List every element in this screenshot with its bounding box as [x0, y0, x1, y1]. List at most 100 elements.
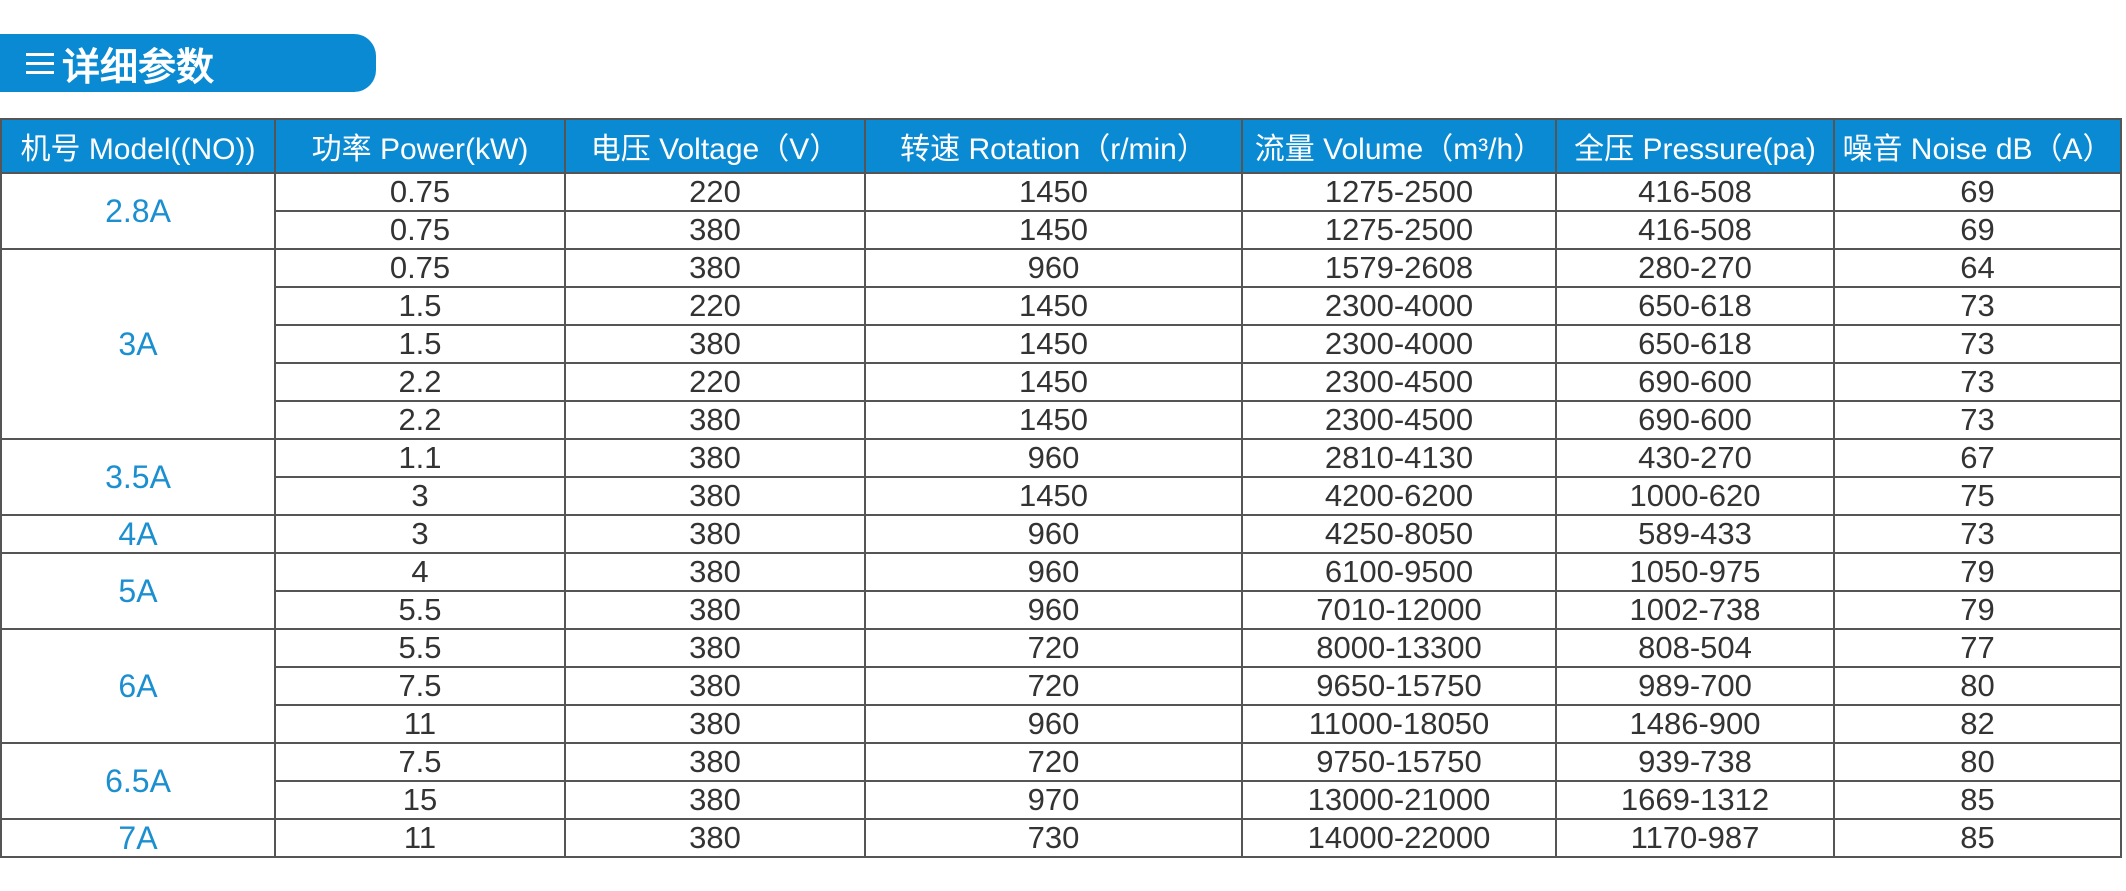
data-row: 6.5A 7.5 380 720 9750-15750 939-738 80: [0, 742, 2122, 820]
data-cell: 1275-2500: [1241, 210, 1557, 250]
data-cell: 960: [864, 552, 1243, 592]
data-cell: 2300-4500: [1241, 400, 1557, 440]
data-cell: 380: [564, 324, 866, 364]
data-cell: 220: [564, 286, 866, 326]
data-row: 11 380 960 11000-18050 1486-900 82: [1, 704, 2122, 744]
data-cell: 380: [564, 666, 866, 706]
data-cell: 1450: [864, 476, 1243, 516]
model-cell: 5A: [0, 552, 276, 630]
data-cell: 650-618: [1555, 286, 1835, 326]
data-cell: 960: [864, 438, 1243, 478]
data-cell: 4: [274, 552, 566, 592]
data-cell: 280-270: [1555, 248, 1835, 288]
data-cell: 380: [564, 400, 866, 440]
data-cell: 11000-18050: [1241, 704, 1557, 744]
data-row: 6A 5.5 380 720 8000-13300 808-504 77: [0, 628, 2122, 744]
data-cell: 0.75: [274, 248, 566, 288]
data-row: 3.5A 1.1 380 960 2810-4130 430-270 67: [0, 438, 2122, 516]
data-cell: 2810-4130: [1241, 438, 1557, 478]
data-cell: 15: [274, 780, 566, 820]
data-cell: 589-433: [1555, 514, 1835, 554]
data-cell: 380: [564, 818, 866, 858]
data-cell: 4200-6200: [1241, 476, 1557, 516]
data-cell: 720: [864, 666, 1243, 706]
menu-icon: [26, 53, 54, 74]
data-cell: 220: [564, 362, 866, 402]
data-cell: 69: [1833, 172, 2122, 212]
data-cell: 416-508: [1555, 210, 1835, 250]
data-cell: 73: [1833, 514, 2122, 554]
data-row: 7A 11 380 730 14000-22000 1170-987 85: [0, 818, 2122, 858]
data-cell: 2300-4000: [1241, 324, 1557, 364]
data-cell: 9750-15750: [1241, 742, 1557, 782]
data-cell: 13000-21000: [1241, 780, 1557, 820]
data-row: 5A 4 380 960 6100-9500 1050-975 79: [0, 552, 2122, 630]
column-header: 全压 Pressure(pa): [1555, 118, 1835, 174]
data-row: 3A 0.75 380 960 1579-2608 280-270 64: [0, 248, 2122, 440]
data-cell: 960: [864, 704, 1243, 744]
data-row: 5.5 380 960 7010-12000 1002-738 79: [1, 590, 2122, 630]
data-cell: 79: [1833, 590, 2122, 630]
data-row: 1.5 220 1450 2300-4000 650-618 73: [1, 286, 2122, 326]
data-cell: 380: [564, 590, 866, 630]
data-cell: 69: [1833, 210, 2122, 250]
data-cell: 416-508: [1555, 172, 1835, 212]
data-cell: 5.5: [274, 628, 566, 668]
data-cell: 989-700: [1555, 666, 1835, 706]
model-cell: 4A: [0, 514, 276, 554]
data-cell: 1002-738: [1555, 590, 1835, 630]
data-row: 0.75 380 1450 1275-2500 416-508 69: [1, 210, 2122, 250]
data-row: 15 380 970 13000-21000 1669-1312 85: [1, 780, 2122, 820]
data-cell: 690-600: [1555, 400, 1835, 440]
data-cell: 690-600: [1555, 362, 1835, 402]
data-cell: 14000-22000: [1241, 818, 1557, 858]
data-cell: 380: [564, 476, 866, 516]
data-cell: 1486-900: [1555, 704, 1835, 744]
data-cell: 720: [864, 628, 1243, 668]
data-cell: 1450: [864, 210, 1243, 250]
data-cell: 220: [564, 172, 866, 212]
section-tab: 详细参数: [0, 34, 376, 92]
data-cell: 1579-2608: [1241, 248, 1557, 288]
data-cell: 430-270: [1555, 438, 1835, 478]
header-row: 机号 Model((NO)) 功率 Power(kW) 电压 Voltage（V）转…: [0, 118, 2122, 174]
data-cell: 1050-975: [1555, 552, 1835, 592]
data-cell: 1450: [864, 362, 1243, 402]
data-cell: 960: [864, 248, 1243, 288]
data-cell: 650-618: [1555, 324, 1835, 364]
data-cell: 80: [1833, 666, 2122, 706]
data-cell: 6100-9500: [1241, 552, 1557, 592]
data-cell: 380: [564, 210, 866, 250]
data-cell: 960: [864, 514, 1243, 554]
data-cell: 73: [1833, 362, 2122, 402]
column-header: 转速 Rotation（r/min）: [864, 118, 1243, 174]
data-cell: 3: [274, 514, 566, 554]
data-cell: 67: [1833, 438, 2122, 478]
model-cell: 6A: [0, 628, 276, 744]
data-cell: 380: [564, 514, 866, 554]
data-cell: 939-738: [1555, 742, 1835, 782]
data-cell: 77: [1833, 628, 2122, 668]
data-cell: 5.5: [274, 590, 566, 630]
data-cell: 380: [564, 742, 866, 782]
data-cell: 73: [1833, 400, 2122, 440]
data-cell: 1275-2500: [1241, 172, 1557, 212]
model-cell: 7A: [0, 818, 276, 858]
data-cell: 11: [274, 704, 566, 744]
spec-table: 机号 Model((NO)) 功率 Power(kW) 电压 Voltage（V）转…: [0, 118, 2122, 858]
data-cell: 1.1: [274, 438, 566, 478]
data-row: 2.2 220 1450 2300-4500 690-600 73: [1, 362, 2122, 402]
column-header: 电压 Voltage（V）: [564, 118, 866, 174]
data-row: 1.5 380 1450 2300-4000 650-618 73: [1, 324, 2122, 364]
model-cell: 6.5A: [0, 742, 276, 820]
data-cell: 1450: [864, 324, 1243, 364]
data-cell: 7010-12000: [1241, 590, 1557, 630]
data-cell: 73: [1833, 286, 2122, 326]
column-header: 机号 Model((NO)): [0, 118, 276, 174]
data-cell: 79: [1833, 552, 2122, 592]
section-title: 详细参数: [62, 46, 215, 89]
data-cell: 9650-15750: [1241, 666, 1557, 706]
data-cell: 73: [1833, 324, 2122, 364]
data-cell: 8000-13300: [1241, 628, 1557, 668]
